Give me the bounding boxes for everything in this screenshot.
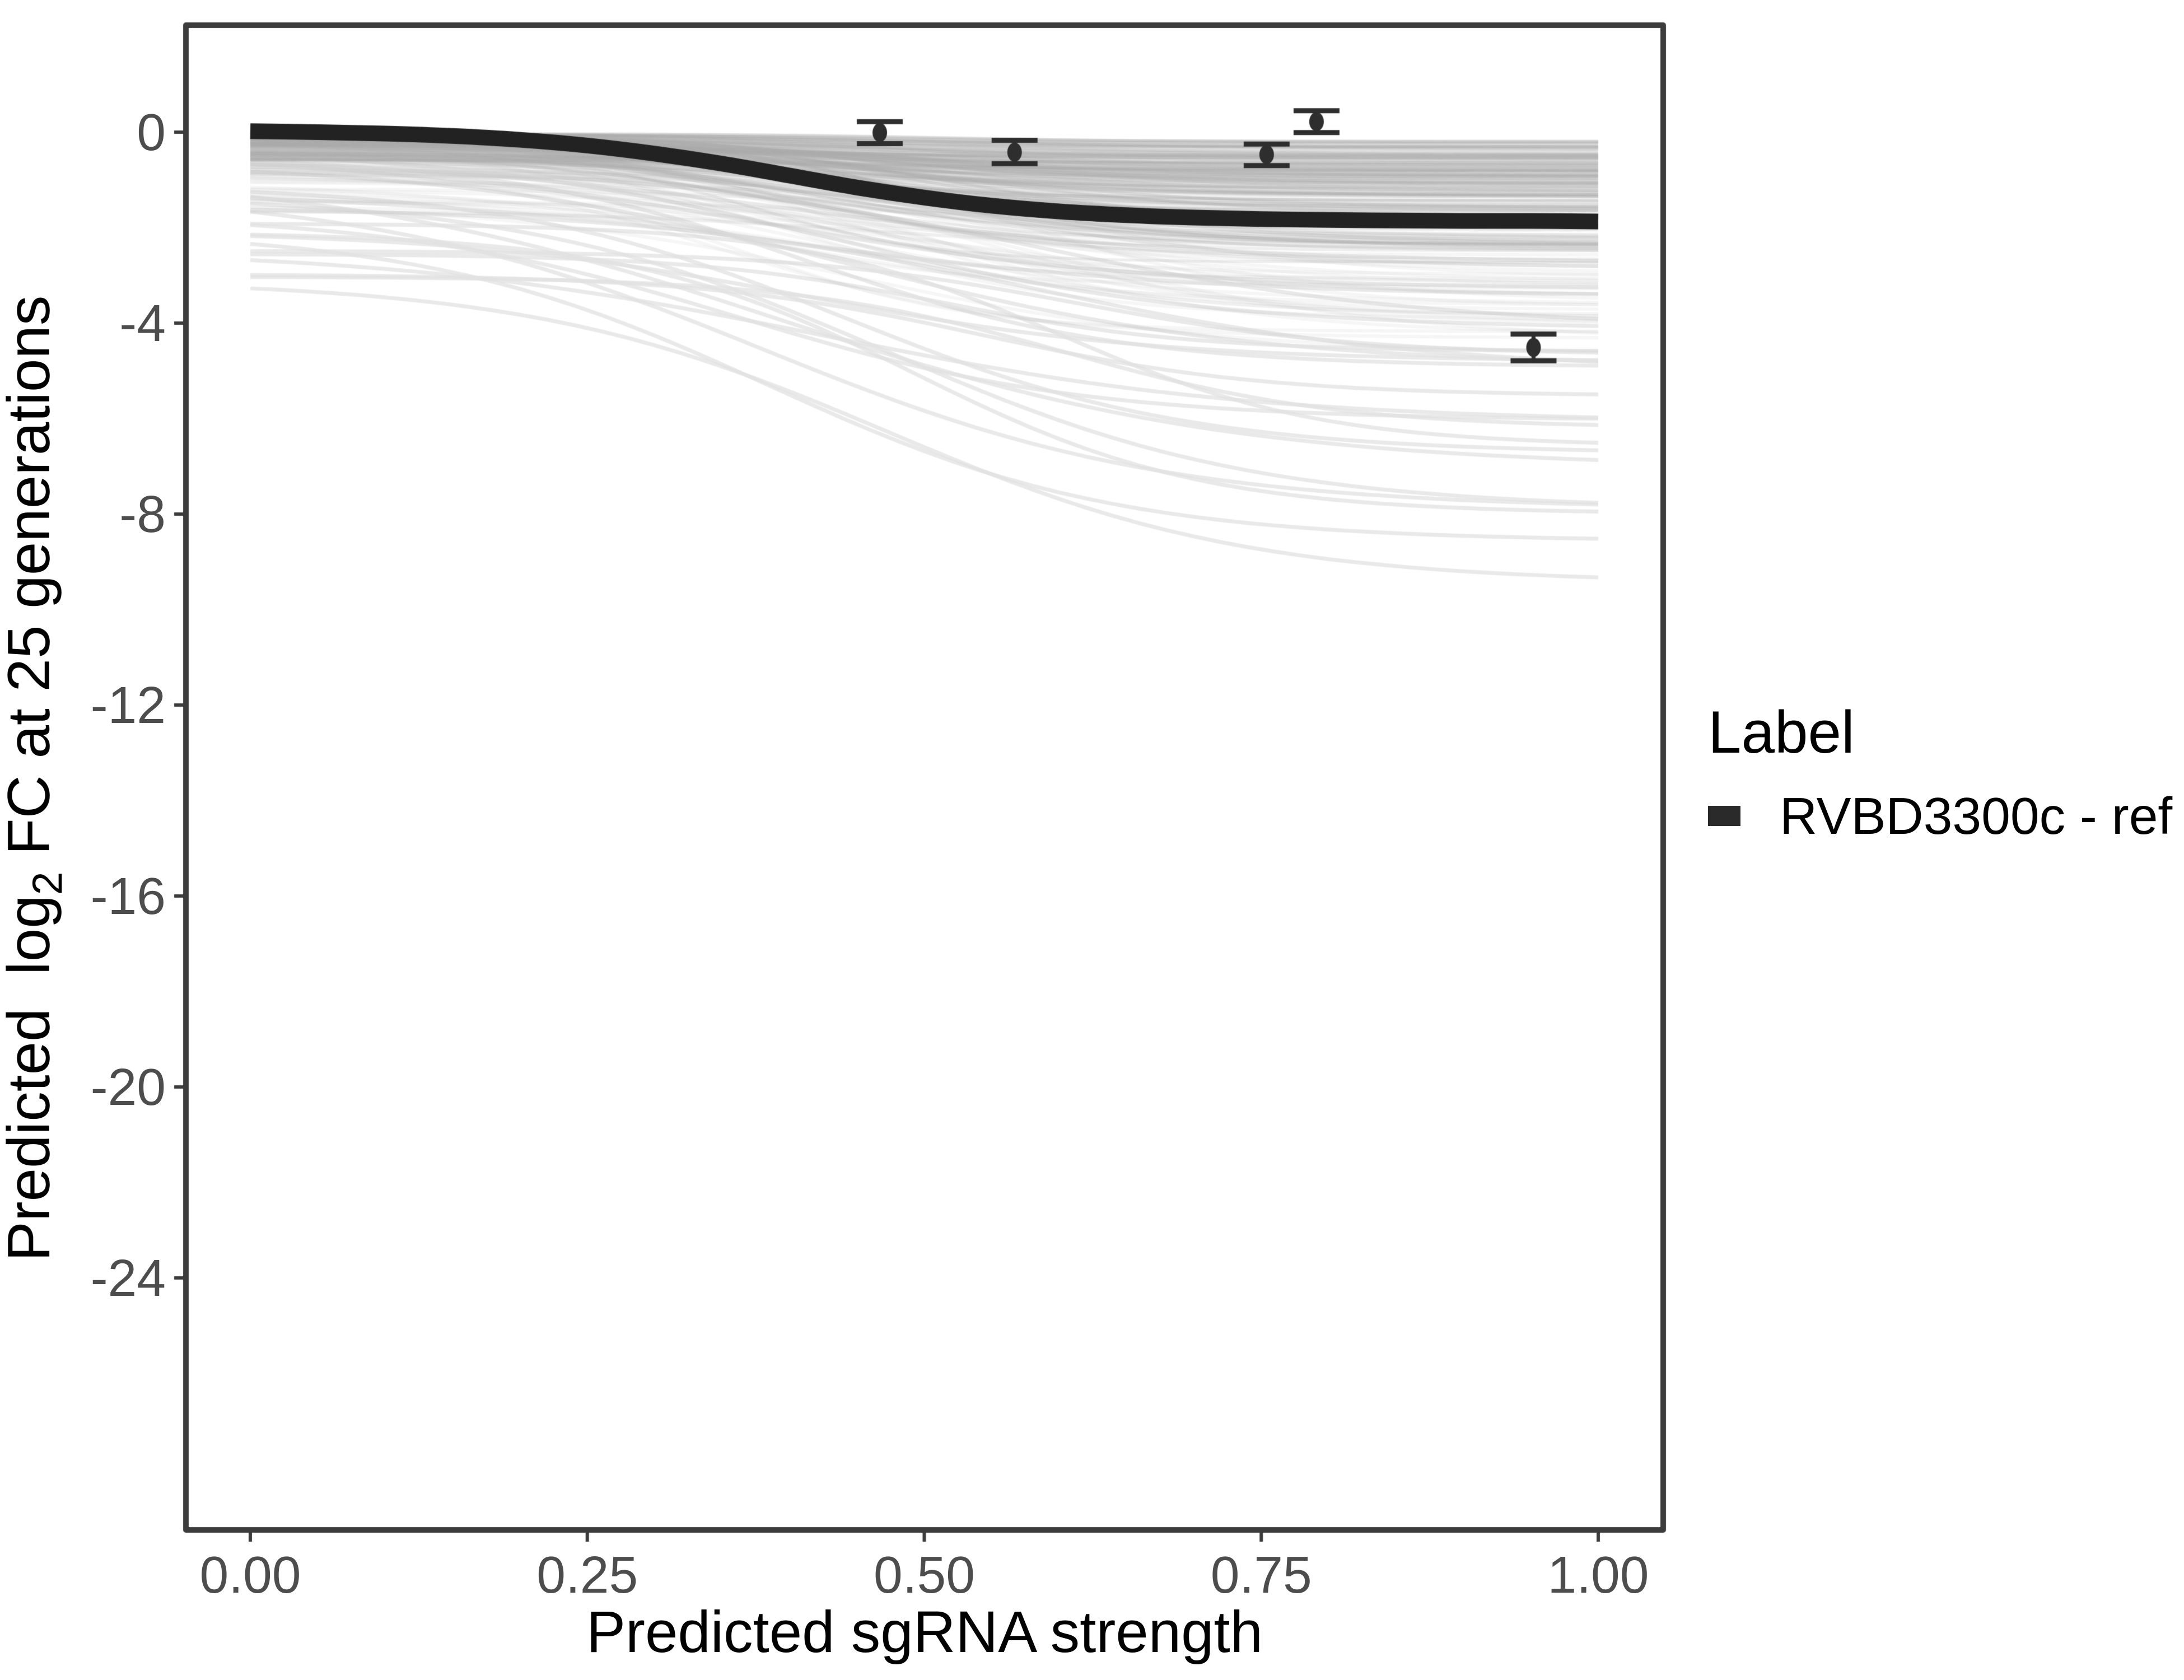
x-tick-label: 0.25 <box>536 1546 638 1604</box>
legend-key-thick-line-icon <box>1708 806 1740 826</box>
y-axis-title-text-2: FC at 25 generations <box>0 295 62 872</box>
y-tick-label: -16 <box>90 867 166 925</box>
y-axis-title: Predicted log2 FC at 25 generations <box>0 296 71 1262</box>
legend: Label RVBD3300c - ref <box>1708 698 2172 845</box>
legend-title: Label <box>1708 698 1855 766</box>
y-tick-label: -12 <box>90 676 166 734</box>
x-axis-title: Predicted sgRNA strength <box>586 1599 1263 1665</box>
x-tick-label: 1.00 <box>1547 1546 1649 1604</box>
x-tick-label: 0.00 <box>199 1546 301 1604</box>
y-tick-label: -4 <box>119 294 166 352</box>
y-tick-label: -20 <box>90 1058 166 1116</box>
y-tick-label: 0 <box>137 103 166 161</box>
y-tick-label: -8 <box>119 485 166 543</box>
x-tick-label: 0.50 <box>873 1546 975 1604</box>
legend-entry-label: RVBD3300c - ref <box>1780 787 2173 845</box>
x-tick-label: 0.75 <box>1210 1546 1312 1604</box>
y-tick-label: -24 <box>90 1249 166 1307</box>
legend-entry: RVBD3300c - ref <box>1708 785 2172 847</box>
